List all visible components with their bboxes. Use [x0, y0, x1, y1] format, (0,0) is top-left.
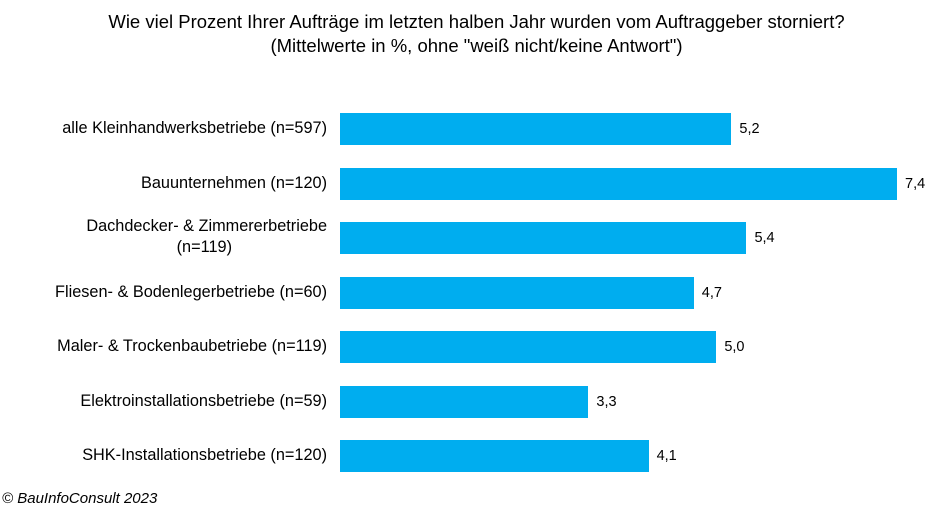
- copyright-note: © BauInfoConsult 2023: [2, 490, 158, 507]
- value-label: 5,2: [739, 121, 760, 137]
- category-label-line: Dachdecker- & Zimmererbetriebe: [86, 217, 327, 235]
- chart-subtitle: (Mittelwerte in %, ohne "weiß nicht/kein…: [270, 35, 683, 56]
- value-label: 5,0: [724, 339, 745, 355]
- category-label-line: (n=119): [176, 238, 232, 256]
- bar: [340, 222, 747, 254]
- value-label: 4,7: [701, 284, 722, 301]
- bar: [340, 440, 649, 472]
- category-label: Bauunternehmen (n=120): [140, 173, 327, 192]
- bar: [340, 167, 897, 200]
- value-label: 4,1: [656, 448, 677, 464]
- bar: [340, 276, 694, 309]
- bar: [340, 113, 732, 145]
- bar: [340, 331, 717, 363]
- bar: [340, 385, 589, 418]
- category-label: Fliesen- & Bodenlegerbetriebe (n=60): [55, 282, 327, 301]
- category-label: Elektroinstallationsbetriebe (n=59): [80, 391, 327, 410]
- category-label: Maler- & Trockenbaubetriebe (n=119): [57, 337, 327, 355]
- category-label: alle Kleinhandwerksbetriebe (n=597): [62, 119, 327, 137]
- chart-title: Wie viel Prozent Ihrer Aufträge im letzt…: [108, 11, 845, 32]
- category-label: SHK-Installationsbetriebe (n=120): [82, 446, 327, 464]
- value-label: 3,3: [596, 393, 617, 410]
- value-label: 5,4: [754, 230, 775, 246]
- value-label: 7,4: [905, 175, 926, 192]
- category-label: Dachdecker- & Zimmererbetriebe (n=119): [27, 216, 327, 258]
